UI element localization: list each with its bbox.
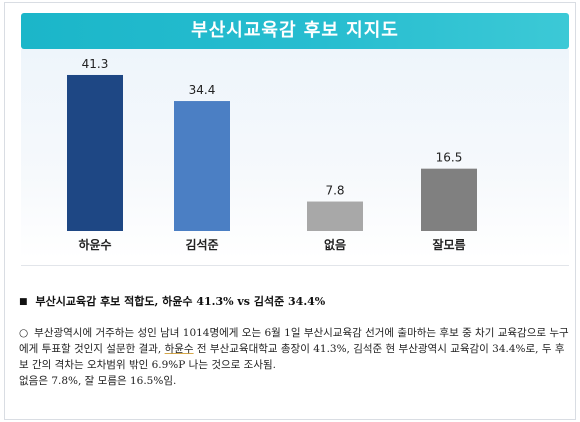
chart-title: 부산시교육감 후보 지지도: [191, 20, 399, 41]
headline-text: 부산시교육감 후보 적합도, 하윤수 41.3% vs 김석준 34.4%: [35, 295, 326, 308]
summary-paragraph: ○ 부산광역시에 거주하는 성인 남녀 1014명에게 오는 6월 1일 부산시교…: [19, 325, 571, 373]
summary-text: ○ 부산광역시에 거주하는 성인 남녀 1014명에게 오는 6월 1일 부산시교…: [19, 325, 571, 389]
summary-note: 없음은 7.8%, 잘 모름은 16.5%임.: [19, 375, 177, 387]
bar-2: [174, 101, 230, 231]
category-label: 잘모름: [432, 237, 465, 252]
divider: [21, 265, 569, 266]
summary-text-pre: 부산광역시에 거주하는 성인 남녀 1014명에게 오는 6월 1일 부산시교육…: [19, 327, 569, 355]
bar-chart: 41.3 하윤수 34.4 김석준 7.8 없음 16.5 잘모름: [67, 57, 477, 252]
bar-3: [307, 201, 363, 231]
bar-value-label: 16.5: [436, 151, 463, 165]
title-banner: 부산시교육감 후보 지지도: [21, 13, 569, 49]
headline: ■ 부산시교육감 후보 적합도, 하윤수 41.3% vs 김석준 34.4%: [19, 293, 569, 309]
bar-value-label: 34.4: [189, 83, 216, 97]
bar-1: [67, 74, 123, 231]
bar-value-label: 7.8: [325, 184, 344, 198]
category-label: 하윤수: [78, 237, 111, 252]
square-bullet-icon: ■: [19, 297, 28, 307]
category-label: 김석준: [185, 237, 218, 252]
circle-bullet-icon: ○: [19, 327, 29, 339]
bar-value-label: 41.3: [82, 57, 109, 71]
content-frame: 부산시교육감 후보 지지도 41.3 하윤수 34.4 김석준 7.8 없음 16.5 잘모름…: [4, 2, 576, 420]
summary-text-post: 전 부산교육대학교 총장이 41.3%, 김석준 현 부산광역시 교육감이 34…: [19, 343, 565, 371]
chart-area: 41.3 하윤수 34.4 김석준 7.8 없음 16.5 잘모름: [21, 49, 569, 259]
bar-4: [421, 168, 477, 231]
category-label: 없음: [324, 237, 346, 252]
candidate-name-highlight: 하윤수: [164, 343, 194, 355]
